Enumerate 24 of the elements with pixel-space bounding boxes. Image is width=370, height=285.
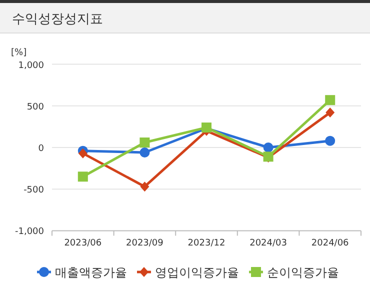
ytick: 1,000: [18, 60, 44, 71]
legend: 영업이익증가율: [155, 266, 239, 280]
xtick: 2023/06: [64, 238, 102, 249]
ytick: -500: [24, 186, 44, 196]
xtick: 2023/12: [188, 238, 226, 249]
legend: 매출액증가율: [55, 266, 127, 280]
title: 수익성장성지표: [12, 12, 103, 27]
point: [140, 138, 150, 148]
point: [325, 95, 336, 106]
legend: 순이익증가율: [267, 266, 339, 280]
point: [326, 108, 335, 118]
point: [78, 172, 88, 182]
xtick: 2024/06: [311, 238, 349, 249]
point: [140, 147, 150, 158]
xtick: 2024/03: [250, 238, 287, 249]
ytick: -1,000: [14, 227, 44, 238]
point: [78, 148, 88, 158]
ylabel: [%]: [11, 48, 27, 58]
xtick: 2023/09: [126, 238, 164, 249]
ytick: 500: [26, 102, 44, 112]
point: [325, 136, 336, 146]
ytick: 0: [38, 144, 44, 154]
point: [140, 182, 150, 192]
point: [263, 142, 274, 152]
